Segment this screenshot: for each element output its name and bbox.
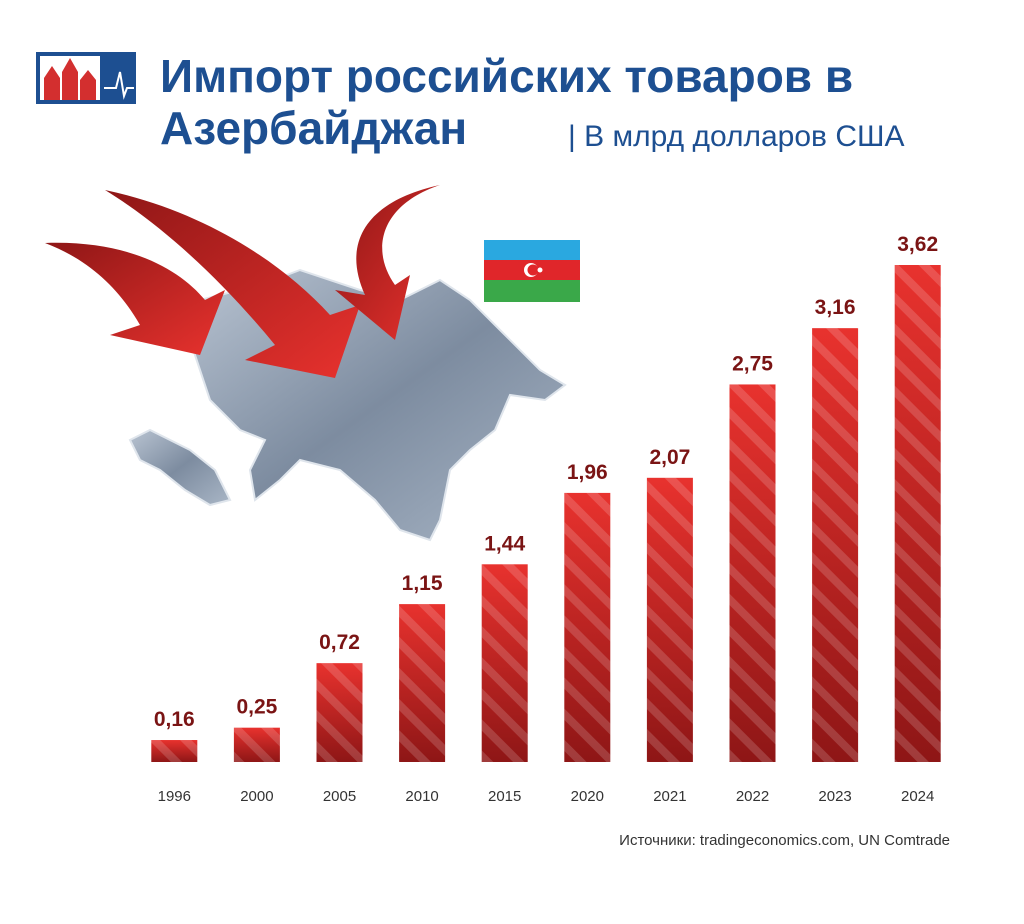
x-tick-label: 2015 bbox=[488, 788, 521, 805]
chart-title: Импорт российских товаров в Азербайджан bbox=[160, 50, 854, 154]
x-tick-label: 2024 bbox=[901, 788, 934, 805]
x-tick-label: 2023 bbox=[818, 788, 851, 805]
value-label: 0,16 bbox=[154, 708, 195, 731]
x-tick-label: 2020 bbox=[571, 788, 604, 805]
value-label: 3,16 bbox=[815, 296, 856, 319]
value-label: 3,62 bbox=[897, 233, 938, 256]
flag bbox=[484, 240, 580, 302]
x-tick-label: 2005 bbox=[323, 788, 356, 805]
x-tick-label: 2022 bbox=[736, 788, 769, 805]
x-tick-label: 2021 bbox=[653, 788, 686, 805]
bar-hatch bbox=[233, 727, 280, 762]
value-label: 1,15 bbox=[402, 572, 443, 595]
bar-hatch bbox=[316, 663, 363, 762]
bar-hatch bbox=[729, 384, 776, 762]
logo bbox=[36, 52, 136, 104]
x-tick-label: 2010 bbox=[405, 788, 438, 805]
value-label: 1,96 bbox=[567, 461, 608, 484]
x-tick-label: 2000 bbox=[240, 788, 273, 805]
bar-hatch bbox=[151, 740, 198, 762]
chart-subtitle: В млрд долларов США bbox=[568, 120, 904, 154]
value-label: 0,72 bbox=[319, 631, 360, 654]
x-tick-label: 1996 bbox=[158, 788, 191, 805]
bar-hatch bbox=[564, 492, 611, 762]
value-label: 0,25 bbox=[236, 696, 277, 719]
value-label: 1,44 bbox=[484, 532, 525, 555]
bar-hatch bbox=[399, 604, 446, 762]
arrows bbox=[45, 185, 440, 378]
value-label: 2,75 bbox=[732, 352, 773, 375]
bar-hatch bbox=[646, 477, 693, 762]
bar-hatch bbox=[812, 328, 859, 762]
bar-hatch bbox=[481, 564, 528, 762]
value-label: 2,07 bbox=[649, 446, 690, 469]
source-note: Источники: tradingeconomics.com, UN Comt… bbox=[619, 832, 950, 849]
bar-hatch bbox=[894, 265, 941, 762]
